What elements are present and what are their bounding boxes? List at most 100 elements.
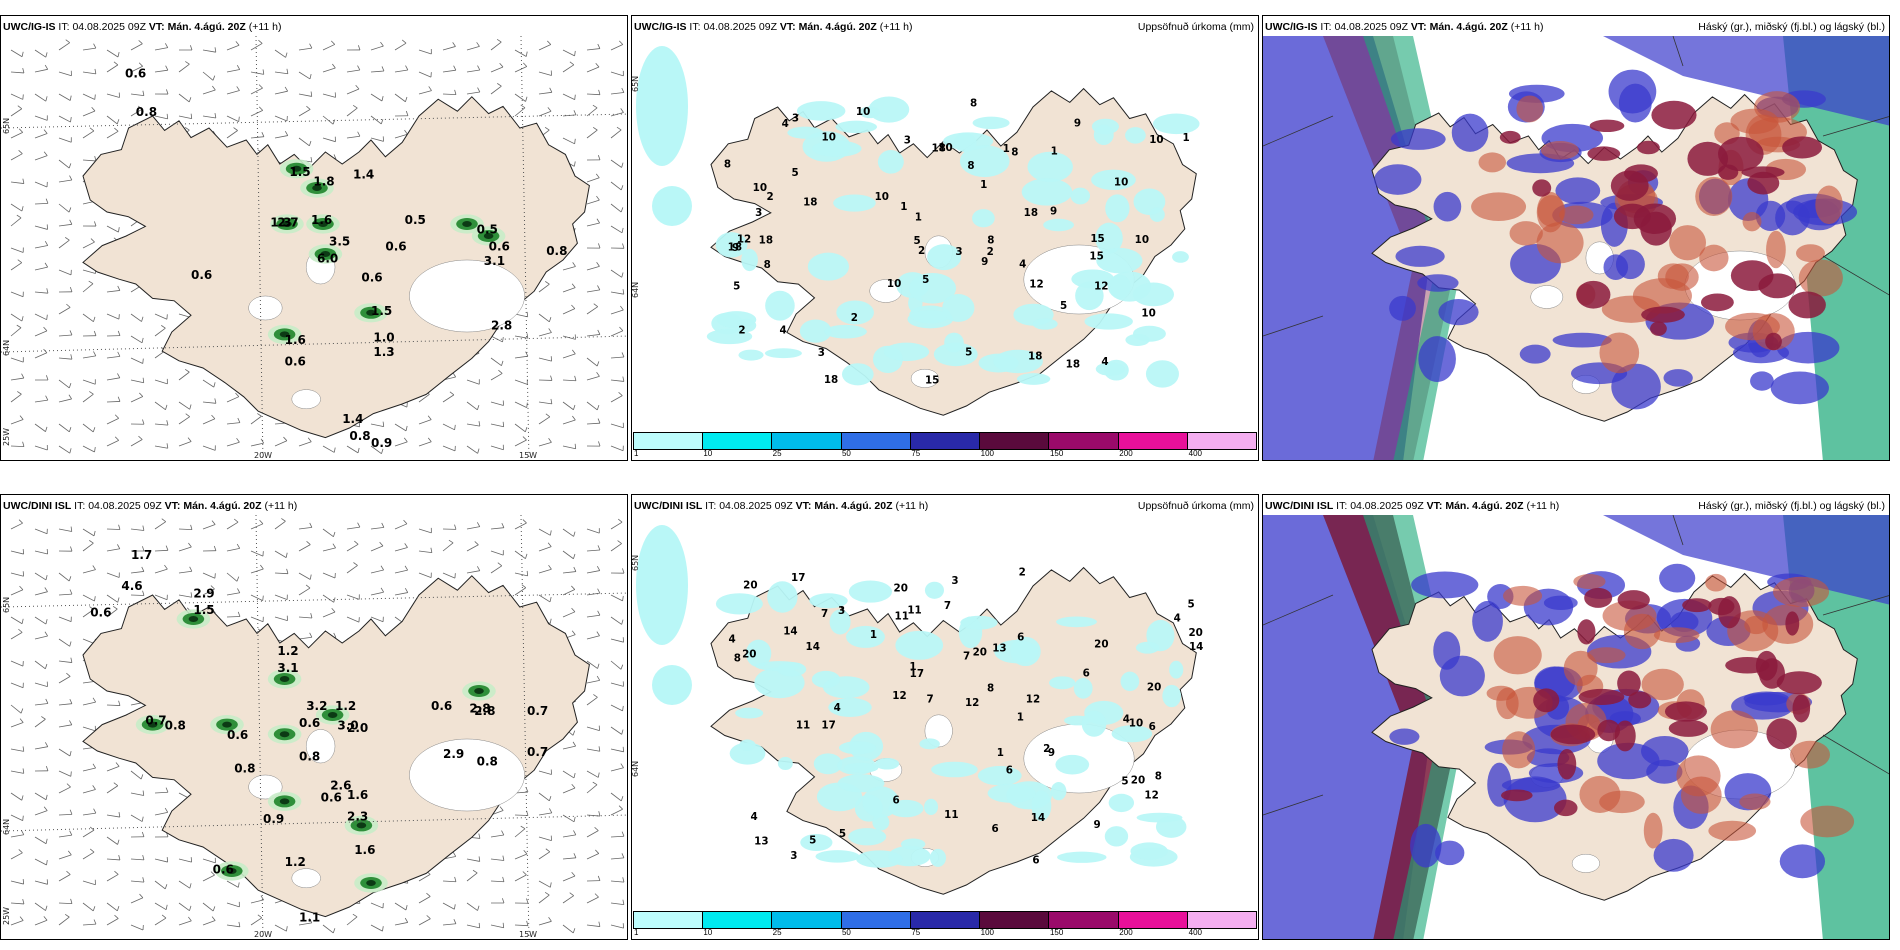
wind-gust-label: 2.8 xyxy=(469,702,490,716)
iceland-landmass: 0.60.81.51.81.42.7 1.63.51.36.00.60.50.60… xyxy=(82,67,590,450)
precip-value-label: 6 xyxy=(992,823,999,835)
precip-value-label: 9 xyxy=(1094,819,1101,831)
precip-value-label: 1 xyxy=(1051,145,1058,157)
precip-value-label: 20 xyxy=(743,580,757,592)
glacier-myrdalsjokull xyxy=(291,868,321,889)
precip-value-label: 1 xyxy=(997,747,1004,759)
wind-gust-label: 4.6 xyxy=(121,579,142,593)
wind-gust-label: 2.3 xyxy=(347,810,368,824)
precip-value-label: 9 xyxy=(1074,118,1081,130)
wind-gust-label: 0.6 xyxy=(90,606,111,620)
lon-tick-20w: 20W xyxy=(254,451,272,460)
wind-gust-label: 1.2 xyxy=(335,699,356,713)
colorbar-swatch xyxy=(1049,433,1119,449)
wind-gust-label: 2.0 xyxy=(347,721,368,735)
wind-gust-label: 0.6 xyxy=(431,699,452,713)
precip-value-label: 6 xyxy=(1149,721,1156,733)
precip-value-label: 2 xyxy=(738,325,745,337)
gust-patches xyxy=(267,159,506,344)
precip-value-label: 13 xyxy=(754,835,768,847)
sea-precip xyxy=(636,46,692,226)
precip-value-label: 1 xyxy=(915,212,922,224)
precip-value-label: 5 xyxy=(965,346,972,358)
precip-value-label: 12 xyxy=(1144,789,1158,801)
lat-tick-65n: 65N xyxy=(632,555,640,571)
precip-value-label: 18 xyxy=(824,374,838,386)
colorbar-swatch xyxy=(910,433,981,449)
precip-value-label: 4 xyxy=(1019,259,1026,271)
wind-gust-label: 0.6 xyxy=(285,355,306,369)
precip-value-label: 5 xyxy=(792,167,799,179)
iceland-landmass xyxy=(1371,563,1858,901)
precip-value-label: 2 xyxy=(1019,566,1026,578)
precip-value-label: 8 xyxy=(967,160,974,172)
wind-map: 1.7 4.6 0.6 2.9 1.5 1.2 3.1 0.7 2.8 0.8 0.6 3.2 1.2 3… xyxy=(1,515,627,939)
precip-value-label: 5 xyxy=(1187,599,1194,611)
wind-gust-label: 0.8 xyxy=(299,750,320,764)
glacier-langjokull xyxy=(1530,285,1564,309)
colorbar-tick-label: 25 xyxy=(772,449,782,458)
panel-header: UWC/DINI ISL IT: 04.08.2025 09Z VT: Mán.… xyxy=(634,500,929,512)
wind-gust-label: 0.5 xyxy=(405,213,426,227)
precip-value-label: 9 xyxy=(732,242,739,254)
colorbar-swatch xyxy=(1118,912,1188,928)
precip-value-label: 7 xyxy=(926,693,933,705)
wind-gust-label: 1.6 xyxy=(354,843,375,857)
iceland-landmass: 1.7 4.6 0.6 2.9 1.5 1.2 3.1 0.7 2.8 0.8 0.6 3.2 1.2 3… xyxy=(82,548,590,924)
wind-gust-label: 2.9 xyxy=(443,747,464,761)
precip-value-label: 14 xyxy=(806,641,820,653)
lon-tick-20w: 20W xyxy=(254,930,272,939)
wind-gust-label: 0.7 xyxy=(145,714,166,728)
colorbar-tick-label: 400 xyxy=(1188,449,1202,458)
precip-value-label: 20 xyxy=(742,649,756,661)
precip-value-label: 15 xyxy=(925,375,939,387)
wind-gust-label: 1.2 xyxy=(277,644,298,658)
precip-value-label: 7 xyxy=(963,650,970,662)
precip-value-label: 20 xyxy=(1131,774,1145,786)
colorbar-swatch xyxy=(634,912,704,928)
precip-value-label: 9 xyxy=(1048,747,1055,759)
precip-value-label: 18 xyxy=(803,197,817,209)
wind-gust-label: 0.9 xyxy=(263,812,284,826)
glacier-myrdalsjokull xyxy=(910,368,939,388)
wind-gust-label: 0.8 xyxy=(546,244,567,258)
precip-value-label: 8 xyxy=(987,683,994,695)
glacier-hofsjokull xyxy=(305,729,336,764)
wind-gust-label: 3.1 xyxy=(484,254,505,268)
precip-value-label: 3 xyxy=(818,347,825,359)
precip-value-label: 8 xyxy=(987,234,994,246)
panel-header: UWC/IG-IS IT: 04.08.2025 09Z VT: Mán. 4.… xyxy=(634,21,913,33)
precip-value-label: 14 xyxy=(1031,812,1045,824)
precip-colorbar: 1 10 25 50 75 100 150 200 400 xyxy=(632,432,1258,460)
wind-gust-label: 2.9 xyxy=(193,586,214,600)
wind-gust-label: 0.8 xyxy=(349,429,370,443)
precip-value-label: 17 xyxy=(821,720,835,732)
precip-value-label: 10 xyxy=(1149,134,1163,146)
cloud-blobs xyxy=(1374,69,1858,410)
precip-value-label: 20 xyxy=(1147,681,1161,693)
wind-map: 0.60.81.51.81.42.7 1.63.51.36.00.60.50.60… xyxy=(1,36,627,460)
colorbar-swatch xyxy=(772,912,842,928)
precip-value-label: 3 xyxy=(790,850,797,862)
wind-gust-label: 3.1 xyxy=(277,661,298,675)
cloud-graticule xyxy=(1263,36,1889,337)
wind-gust-label: 1.5 xyxy=(289,165,310,179)
colorbar-tick-label: 25 xyxy=(772,928,782,937)
lat-tick-65n: 65N xyxy=(2,118,11,134)
wind-panel-row2: UWC/DINI ISL IT: 04.08.2025 09Z VT: Mán.… xyxy=(0,494,628,940)
precip-value-label: 4 xyxy=(1174,612,1181,624)
precip-value-label: 18 xyxy=(1066,359,1080,371)
precip-value-label: 12 xyxy=(1026,693,1040,705)
glacier-vatnajokull xyxy=(409,738,525,812)
precip-value-label: 12 xyxy=(892,690,906,702)
precip-value-label: 6 xyxy=(1017,631,1024,643)
coastline xyxy=(82,96,590,439)
precip-value-label: 20 xyxy=(973,646,987,658)
precip-value-label: 2 xyxy=(851,312,858,324)
colorbar-ticks: 1 10 25 50 75 100 150 200 400 xyxy=(633,449,1257,459)
precip-value-label: 18 xyxy=(1024,207,1038,219)
precip-value-label: 6 xyxy=(1006,765,1013,777)
colorbar-tick-label: 1 xyxy=(634,928,639,937)
